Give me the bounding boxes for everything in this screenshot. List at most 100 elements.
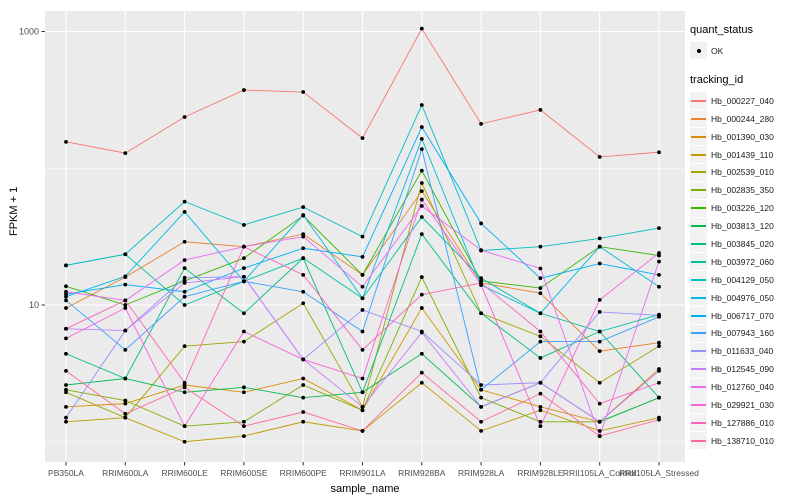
data-point (64, 383, 68, 387)
legend-item-label: Hb_012760_040 (711, 382, 774, 393)
x-tick-label: RRIM928LE (517, 468, 564, 478)
data-point (597, 429, 602, 433)
data-point (538, 276, 543, 281)
data-point (538, 334, 543, 339)
line-key-icon (690, 181, 707, 199)
data-point (419, 168, 424, 173)
line-key-icon (690, 92, 707, 110)
legend-item-Hb_029921_030: Hb_029921_030 (690, 396, 800, 414)
data-point (657, 340, 661, 345)
data-point (419, 197, 424, 202)
data-point (242, 390, 246, 395)
legend-item-label: Hb_012545_090 (711, 364, 774, 375)
legend-item-label: Hb_002539_010 (711, 167, 774, 178)
data-point (419, 103, 424, 107)
data-point (657, 150, 661, 155)
legend-item-Hb_000244_280: Hb_000244_280 (690, 110, 800, 128)
data-point (479, 419, 483, 424)
line-key-icon (690, 289, 707, 307)
line-key-icon (690, 324, 707, 342)
legend-item-label: OK (711, 45, 724, 56)
legend-item-Hb_000227_040: Hb_000227_040 (690, 92, 800, 110)
data-point (123, 398, 128, 403)
legend-quant-status-block: quant_status OK (690, 24, 800, 60)
data-point (657, 368, 661, 373)
data-point (301, 419, 306, 424)
line-key-icon (690, 235, 707, 253)
data-point (301, 289, 306, 294)
data-point (360, 136, 365, 141)
line-key-icon (690, 307, 707, 325)
x-tick-label: PB350LA (48, 468, 84, 478)
data-point (242, 385, 246, 390)
line-key-icon (690, 199, 707, 217)
legend-item-label: Hb_004976_050 (711, 292, 774, 303)
data-point (419, 370, 424, 375)
legend-item-label: Hb_001439_110 (711, 149, 774, 160)
data-point (597, 244, 602, 249)
data-point (538, 356, 543, 360)
legend-tracking-id-title: tracking_id (690, 73, 744, 86)
legend-item-Hb_003813_120: Hb_003813_120 (690, 217, 800, 235)
legend-item-label: Hb_004129_050 (711, 274, 774, 285)
legend-item-label: Hb_003813_120 (711, 221, 774, 232)
x-axis-title: sample_name (330, 483, 400, 495)
legend-item-label: Hb_000244_280 (711, 113, 774, 124)
data-point (64, 284, 68, 289)
data-point (301, 376, 306, 381)
line-key-icon (690, 146, 707, 163)
line-key-icon (690, 378, 707, 396)
legend-item-Hb_012760_040: Hb_012760_040 (690, 378, 800, 396)
legend-item-label: Hb_011633_040 (711, 346, 774, 357)
legend-item-label: Hb_127886_010 (711, 417, 774, 428)
data-point (538, 380, 543, 385)
data-point (301, 205, 306, 209)
legend-item-label: Hb_001390_030 (711, 131, 774, 142)
data-point (301, 273, 306, 277)
data-point (597, 380, 602, 385)
data-point (123, 401, 128, 406)
data-point (360, 329, 365, 334)
data-point (479, 387, 483, 392)
data-point (538, 391, 543, 396)
data-point (479, 281, 483, 285)
data-point (479, 383, 483, 387)
data-point (419, 215, 424, 219)
data-point (479, 395, 483, 400)
data-point (182, 209, 187, 214)
data-point (360, 404, 365, 409)
data-point (64, 139, 68, 144)
line-key-icon (690, 432, 707, 450)
data-point (123, 274, 128, 279)
data-point (123, 411, 128, 416)
data-point (64, 326, 68, 331)
data-point (360, 254, 365, 259)
data-point (242, 274, 246, 279)
data-point (301, 90, 306, 94)
data-point (479, 429, 483, 433)
data-point (301, 357, 306, 362)
data-point (360, 429, 365, 433)
line-key-icon (690, 253, 707, 271)
data-point (123, 347, 128, 352)
legend-item-Hb_003972_060: Hb_003972_060 (690, 253, 800, 271)
data-point (538, 419, 543, 424)
data-point (64, 263, 68, 268)
data-point (182, 294, 187, 299)
data-point (301, 256, 306, 261)
data-point (419, 181, 424, 185)
data-point (360, 273, 365, 277)
data-point (64, 306, 68, 310)
legend-item-Hb_002835_350: Hb_002835_350 (690, 181, 800, 199)
data-point (301, 234, 306, 239)
x-tick-label: RRIM600PE (280, 468, 328, 478)
data-point (657, 251, 661, 255)
data-point (360, 234, 365, 239)
data-point (182, 115, 187, 119)
data-point (419, 275, 424, 279)
data-point (479, 221, 483, 226)
data-point (597, 401, 602, 406)
data-point (64, 289, 68, 294)
data-point (64, 387, 68, 392)
data-point (242, 419, 246, 424)
